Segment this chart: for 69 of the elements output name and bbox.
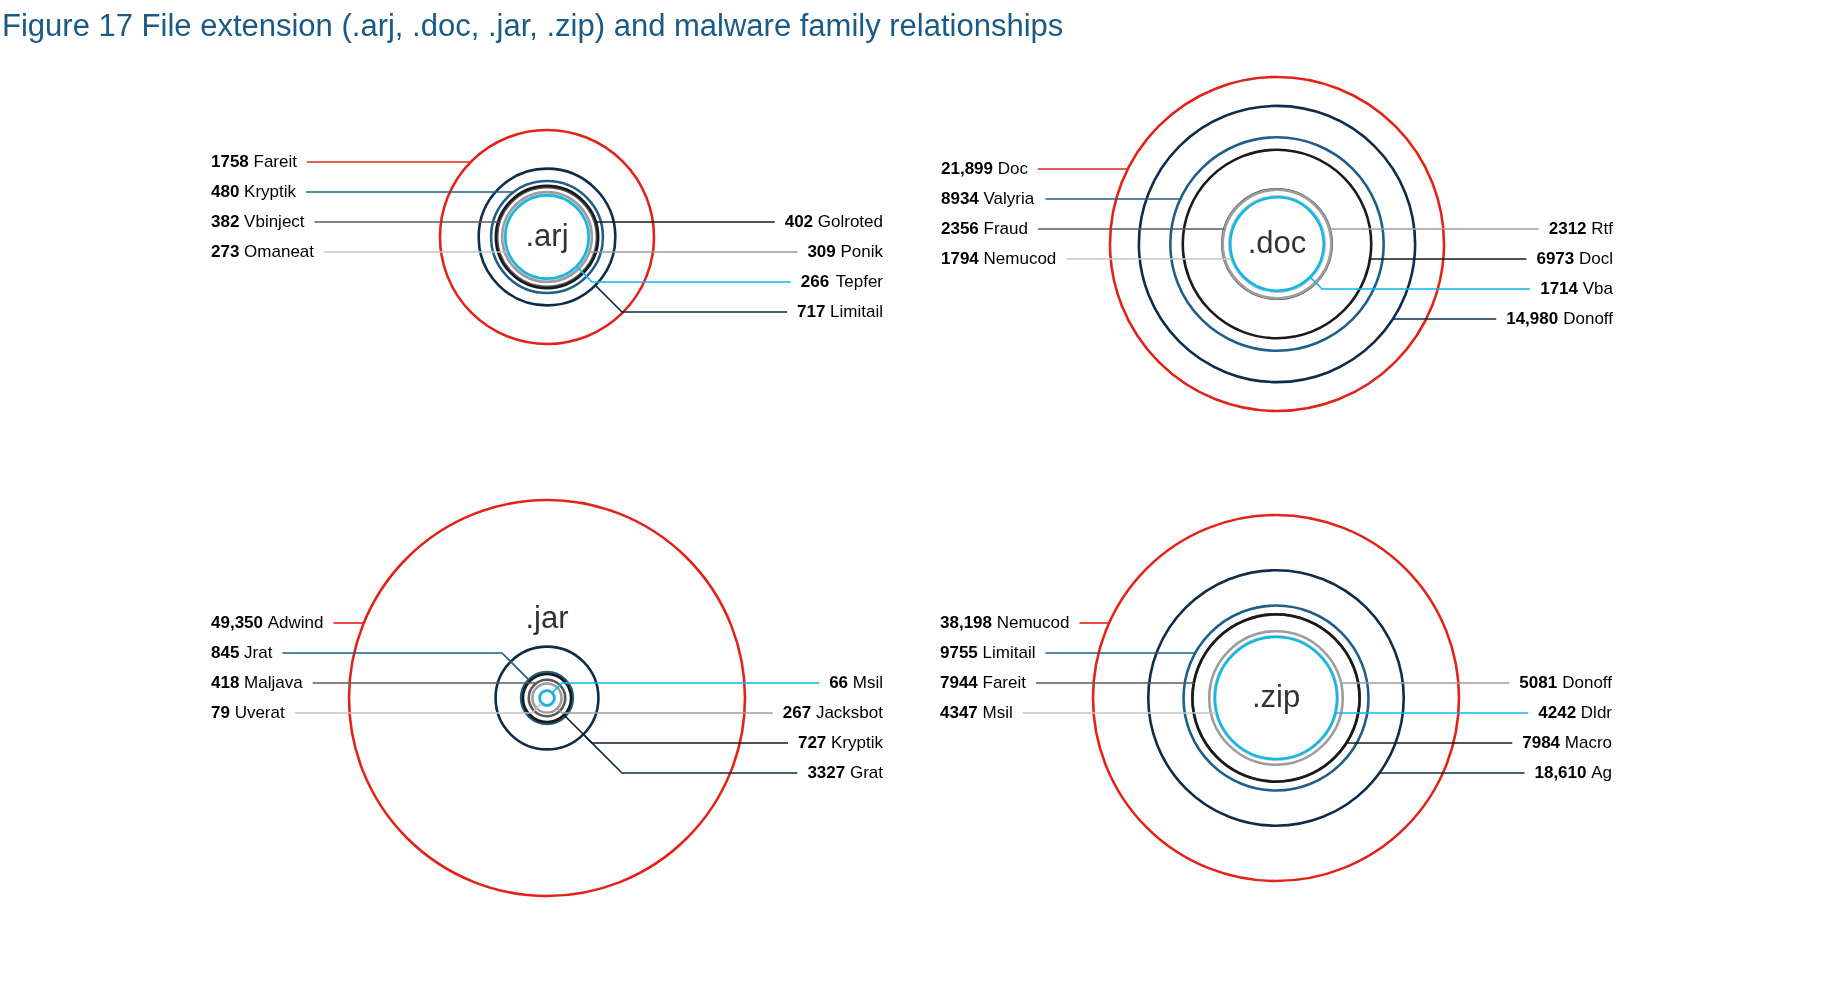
category-label: Donoff [1562, 673, 1613, 692]
data-label: 1794 [941, 249, 980, 268]
data-label: 49,350 [211, 613, 263, 632]
data-label: 21,899 [941, 159, 993, 178]
data-label: 418 [211, 673, 240, 692]
data-label: 382 [211, 212, 240, 231]
data-label: 18,610 [1534, 763, 1587, 782]
category-label: Maljava [244, 673, 304, 692]
category-label: Nemucod [996, 613, 1070, 632]
category-label: Valyria [983, 189, 1035, 208]
data-label: 1758 [211, 152, 249, 171]
data-label: 267 [782, 703, 812, 722]
data-label: 2356 [941, 219, 979, 238]
data-label: 309 [807, 242, 836, 261]
data-label: 1714 [1540, 279, 1579, 298]
data-label: 8934 [941, 189, 980, 208]
text: Figure 17 File extension (.arj, .doc, .jar, .zip) and malware family relationships [2, 8, 1064, 43]
category-label: Limitail [982, 643, 1036, 662]
data-label: 7984 [1522, 733, 1561, 752]
category-label: Ponik [840, 242, 884, 261]
category-label: Golroted [817, 212, 883, 231]
category-label: Doc [997, 159, 1029, 178]
data-label: 66 [829, 673, 849, 692]
category-label: Limitail [830, 302, 883, 321]
data-label: 266 [800, 272, 830, 291]
text: .doc [1247, 225, 1307, 260]
category-label: Ag [1591, 763, 1612, 782]
category-label: Jacksbot [815, 703, 884, 722]
category-label: Docl [1578, 249, 1613, 268]
category-label: Tepfer [835, 272, 884, 291]
text: .arj [525, 218, 569, 253]
data-label: 4242 [1538, 703, 1577, 722]
category-label: Kryptik [244, 182, 297, 201]
category-label: Uverat [234, 703, 285, 722]
category-label: Omaneat [244, 242, 315, 261]
text: .jar [525, 599, 569, 635]
data-label: 717 [797, 302, 826, 321]
data-label: 2312 [1548, 219, 1587, 238]
data-label: 845 [211, 643, 240, 662]
category-label: Fareit [982, 673, 1027, 692]
category-label: Adwind [267, 613, 324, 632]
category-label: Msil [852, 673, 883, 692]
category-label: Donoff [1563, 309, 1614, 328]
text: .zip [1251, 679, 1301, 714]
category-label: Nemucod [983, 249, 1057, 268]
data-label: 3327 [807, 763, 846, 782]
data-label: 727 [797, 733, 827, 752]
category-label: Macro [1564, 733, 1612, 752]
category-label: Vbinject [244, 212, 305, 231]
category-label: Dldr [1580, 703, 1613, 722]
category-label: Grat [849, 763, 884, 782]
data-label: 402 [784, 212, 814, 231]
data-label: 6973 [1536, 249, 1575, 268]
category-label: Kryptik [831, 733, 884, 752]
data-label: 14,980 [1506, 309, 1559, 328]
category-label: Fareit [253, 152, 298, 171]
data-label: 273 [211, 242, 240, 261]
category-label: Jrat [244, 643, 273, 662]
data-label: 4347 [940, 703, 978, 722]
data-label: 79 [211, 703, 230, 722]
data-label: 7944 [940, 673, 979, 692]
data-label: 9755 [940, 643, 978, 662]
data-label: 5081 [1519, 673, 1558, 692]
data-label: 480 [211, 182, 240, 201]
category-label: Msil [982, 703, 1013, 722]
data-label: 38,198 [940, 613, 992, 632]
category-label: Vba [1582, 279, 1614, 298]
category-label: Rtf [1591, 219, 1614, 238]
category-label: Fraud [983, 219, 1028, 238]
